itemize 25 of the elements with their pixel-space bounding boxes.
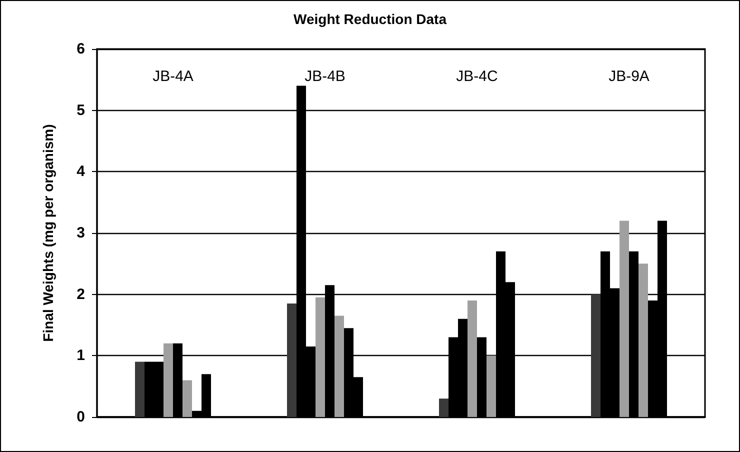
y-tick-label: 3: [76, 224, 85, 242]
bar: [182, 380, 192, 417]
bar: [164, 343, 173, 417]
x-tick-label: JB-4B: [304, 68, 346, 85]
bar: [334, 316, 344, 417]
x-tick-label: JB-4A: [152, 68, 194, 85]
bar: [135, 362, 144, 417]
bar: [287, 304, 296, 417]
bar: [591, 294, 600, 417]
y-tick-label: 6: [76, 40, 85, 58]
x-tick-label: JB-4C: [456, 68, 498, 85]
bar: [638, 264, 648, 417]
y-tick-label: 2: [76, 286, 85, 303]
chart-title: Weight Reduction Data: [294, 11, 447, 27]
y-tick-label: 1: [76, 347, 85, 364]
bar: [486, 356, 496, 417]
y-tick-label: 5: [76, 102, 85, 119]
bar: [316, 297, 325, 417]
bar: [620, 220, 629, 417]
bar: [468, 300, 477, 417]
y-tick-label: 4: [76, 163, 86, 180]
y-axis-title: Final Weights (mg per organism): [40, 124, 56, 342]
y-tick-label: 0: [76, 408, 85, 426]
x-tick-label: JB-9A: [608, 68, 650, 85]
bar: [439, 398, 448, 417]
